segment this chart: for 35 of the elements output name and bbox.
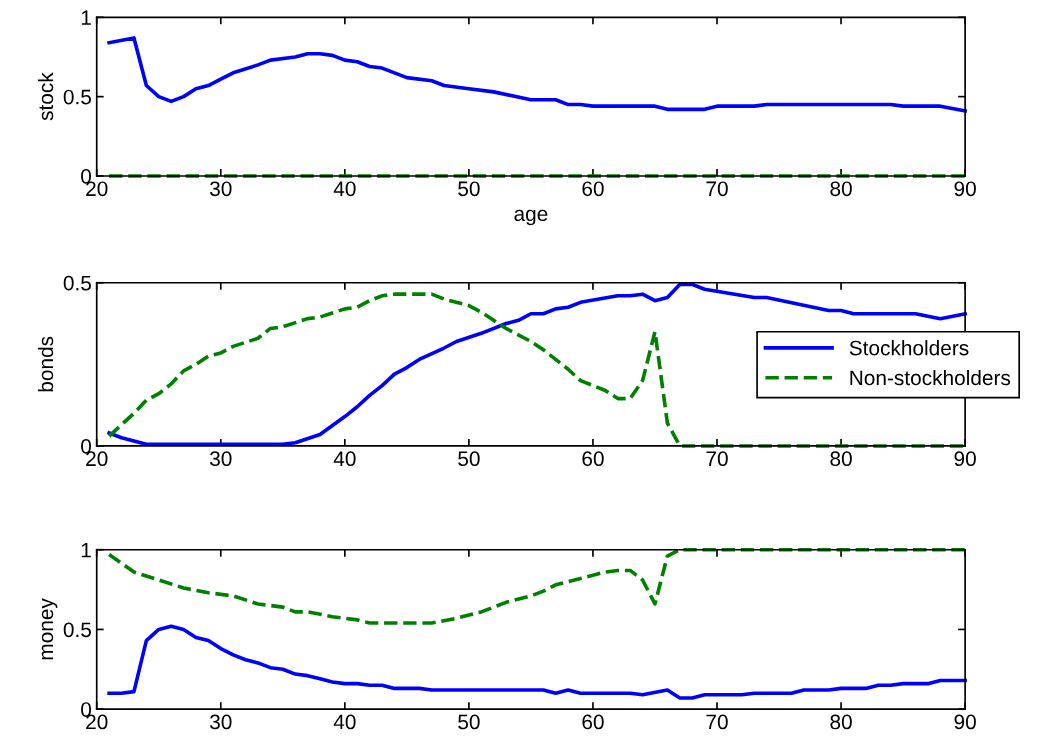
x-tick-label: 90: [954, 451, 976, 467]
x-tick-label: 50: [458, 181, 480, 197]
line-series: [107, 36, 967, 113]
y-tick-label: 0.5: [63, 89, 91, 105]
x-tick-label: 90: [954, 714, 976, 730]
legend-label: Stockholders: [849, 340, 969, 356]
x-tick-label: 60: [582, 714, 604, 730]
x-tick-label: 50: [458, 451, 480, 467]
x-tick-label: 30: [209, 181, 232, 197]
x-tick-label: 40: [333, 181, 356, 197]
y-axis-title: bonds: [37, 336, 54, 392]
x-tick-label: 40: [333, 451, 356, 467]
x-tick-label: 70: [706, 714, 728, 730]
x-tick-label: 40: [333, 714, 356, 730]
x-tick-label: 60: [582, 451, 604, 467]
y-tick-label: 0.5: [63, 275, 91, 291]
x-tick-label: 90: [954, 181, 976, 197]
y-axis-title: money: [41, 598, 58, 660]
legend-label: Non-stockholders: [850, 369, 1011, 386]
x-tick-label: 50: [458, 714, 480, 730]
y-axis-title: stock: [37, 72, 54, 121]
x-axis-title: age: [514, 209, 548, 226]
x-tick-label: 30: [209, 714, 232, 730]
y-tick-label: 1: [81, 10, 91, 25]
x-tick-label: 30: [209, 451, 232, 467]
line-series: [107, 547, 967, 625]
x-tick-label: 60: [582, 181, 604, 197]
line-series: [107, 624, 967, 700]
x-tick-label: 80: [830, 451, 852, 467]
x-tick-label: 80: [830, 714, 852, 730]
y-tick-label: 0.5: [63, 622, 91, 638]
y-tick-label: 1: [81, 542, 91, 558]
x-tick-label: 80: [830, 181, 852, 197]
x-tick-label: 70: [706, 181, 728, 197]
x-tick-label: 70: [706, 451, 728, 467]
